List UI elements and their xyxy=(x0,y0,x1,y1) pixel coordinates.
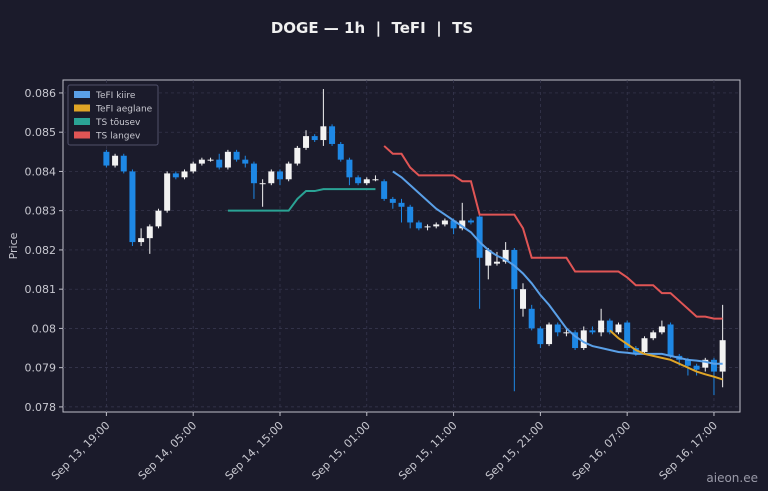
candle-body xyxy=(164,173,171,211)
candle-body xyxy=(441,220,448,225)
candle-body xyxy=(424,226,431,228)
candle-body xyxy=(294,147,301,164)
candle-body xyxy=(311,136,318,141)
candle-body xyxy=(398,202,405,207)
candle-body xyxy=(528,308,535,329)
candle-body xyxy=(580,330,587,349)
candle-body xyxy=(537,328,544,345)
candle-body xyxy=(138,238,145,243)
indicator-line xyxy=(383,145,723,320)
candle-body xyxy=(511,249,518,290)
legend-swatch xyxy=(74,131,90,139)
candle-body xyxy=(120,155,127,172)
candle-body xyxy=(268,171,275,184)
candle-body xyxy=(502,249,509,262)
candle-body xyxy=(693,365,700,370)
candle-body xyxy=(476,216,483,258)
candle-body xyxy=(485,249,492,266)
legend-label: TeFI aeglane xyxy=(95,105,153,115)
legend-swatch xyxy=(74,104,90,112)
indicator-line xyxy=(609,329,723,381)
candle-body xyxy=(415,222,422,229)
legend-swatch xyxy=(74,91,90,98)
candle-body xyxy=(381,181,388,199)
candle-body xyxy=(450,220,457,229)
candle-body xyxy=(493,261,500,264)
candle-body xyxy=(363,179,370,184)
candle-body xyxy=(710,359,717,372)
candle-body xyxy=(459,220,466,229)
candle-body xyxy=(329,126,336,144)
candle-body xyxy=(520,289,527,309)
candle-body xyxy=(250,163,257,184)
candle-body xyxy=(546,324,553,345)
candle-body xyxy=(112,155,119,166)
y-tick-label: 0.079 xyxy=(25,362,57,375)
candle-body xyxy=(650,332,657,339)
candle-body xyxy=(216,159,223,168)
candle-body xyxy=(207,159,214,161)
candle-body xyxy=(320,126,327,141)
candle-body xyxy=(572,332,579,349)
candle-body xyxy=(190,163,197,172)
indicator-line xyxy=(392,170,723,365)
candle-body xyxy=(242,159,249,164)
candle-body xyxy=(641,338,648,352)
candle-body xyxy=(615,324,622,333)
legend-box xyxy=(67,84,159,146)
candle-body xyxy=(181,171,188,178)
candle-body xyxy=(259,183,266,185)
candle-body xyxy=(433,224,440,227)
y-tick-label: 0.084 xyxy=(25,165,57,178)
candle-body xyxy=(172,173,179,178)
candle-body xyxy=(198,159,205,164)
candle-body xyxy=(337,143,344,160)
candle-body xyxy=(146,226,153,239)
candle-body xyxy=(407,206,414,223)
candle-body xyxy=(563,332,570,334)
candle-body xyxy=(276,171,283,180)
candle-body xyxy=(702,359,709,368)
candle-body xyxy=(606,320,613,333)
y-tick-label: 0.083 xyxy=(25,205,57,218)
candle-body xyxy=(355,177,362,184)
candle-body xyxy=(658,326,665,333)
candle-body xyxy=(667,324,674,356)
legend-label: TeFI kiire xyxy=(95,91,136,101)
candle-body xyxy=(303,136,310,148)
candle-body xyxy=(589,330,596,333)
y-tick-label: 0.081 xyxy=(25,283,57,296)
y-tick-label: 0.08 xyxy=(32,322,57,335)
candle-body xyxy=(103,151,110,166)
chart-title: DOGE — 1h | TeFI | TS xyxy=(271,19,473,38)
candle-body xyxy=(467,220,474,223)
candle-body xyxy=(598,320,605,333)
y-tick-label: 0.078 xyxy=(25,401,57,414)
candle-body xyxy=(624,322,631,349)
y-tick-label: 0.086 xyxy=(25,87,57,100)
candle-body xyxy=(372,179,379,181)
y-tick-label: 0.085 xyxy=(25,126,57,139)
candle-body xyxy=(155,210,162,227)
indicator-line xyxy=(227,188,376,212)
plot-area xyxy=(62,79,741,413)
watermark: aieon.ee xyxy=(706,471,758,485)
legend-swatch xyxy=(74,118,90,125)
legend-label: TS langev xyxy=(95,132,141,142)
candle-body xyxy=(129,171,136,243)
y-axis-label: Price xyxy=(7,232,20,259)
legend-label: TS tõusev xyxy=(95,118,141,128)
y-tick-label: 0.082 xyxy=(25,244,57,257)
candle-body xyxy=(389,198,396,203)
candle-body xyxy=(346,159,353,178)
candle-body xyxy=(233,151,240,160)
candle-body xyxy=(554,324,561,333)
candle-body xyxy=(684,359,691,366)
candle-body xyxy=(224,151,231,168)
candle-body xyxy=(719,340,726,372)
candle-body xyxy=(285,163,292,180)
